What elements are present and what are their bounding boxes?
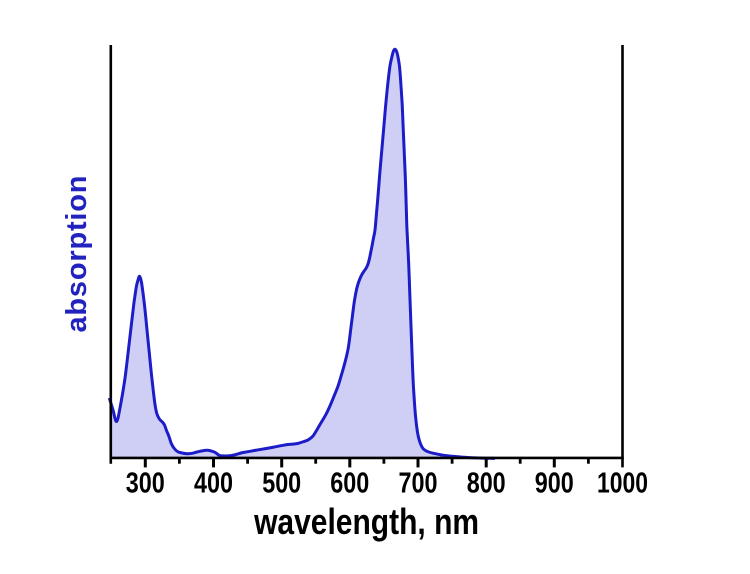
svg-text:absorption: absorption <box>61 176 93 333</box>
svg-text:wavelength, nm: wavelength, nm <box>253 501 479 542</box>
svg-text:800: 800 <box>467 468 506 500</box>
svg-text:900: 900 <box>535 468 574 500</box>
svg-text:700: 700 <box>399 468 438 500</box>
svg-text:400: 400 <box>194 468 233 500</box>
svg-text:1000: 1000 <box>597 468 648 500</box>
svg-text:300: 300 <box>126 468 165 500</box>
svg-text:600: 600 <box>330 468 369 500</box>
svg-text:500: 500 <box>262 468 301 500</box>
